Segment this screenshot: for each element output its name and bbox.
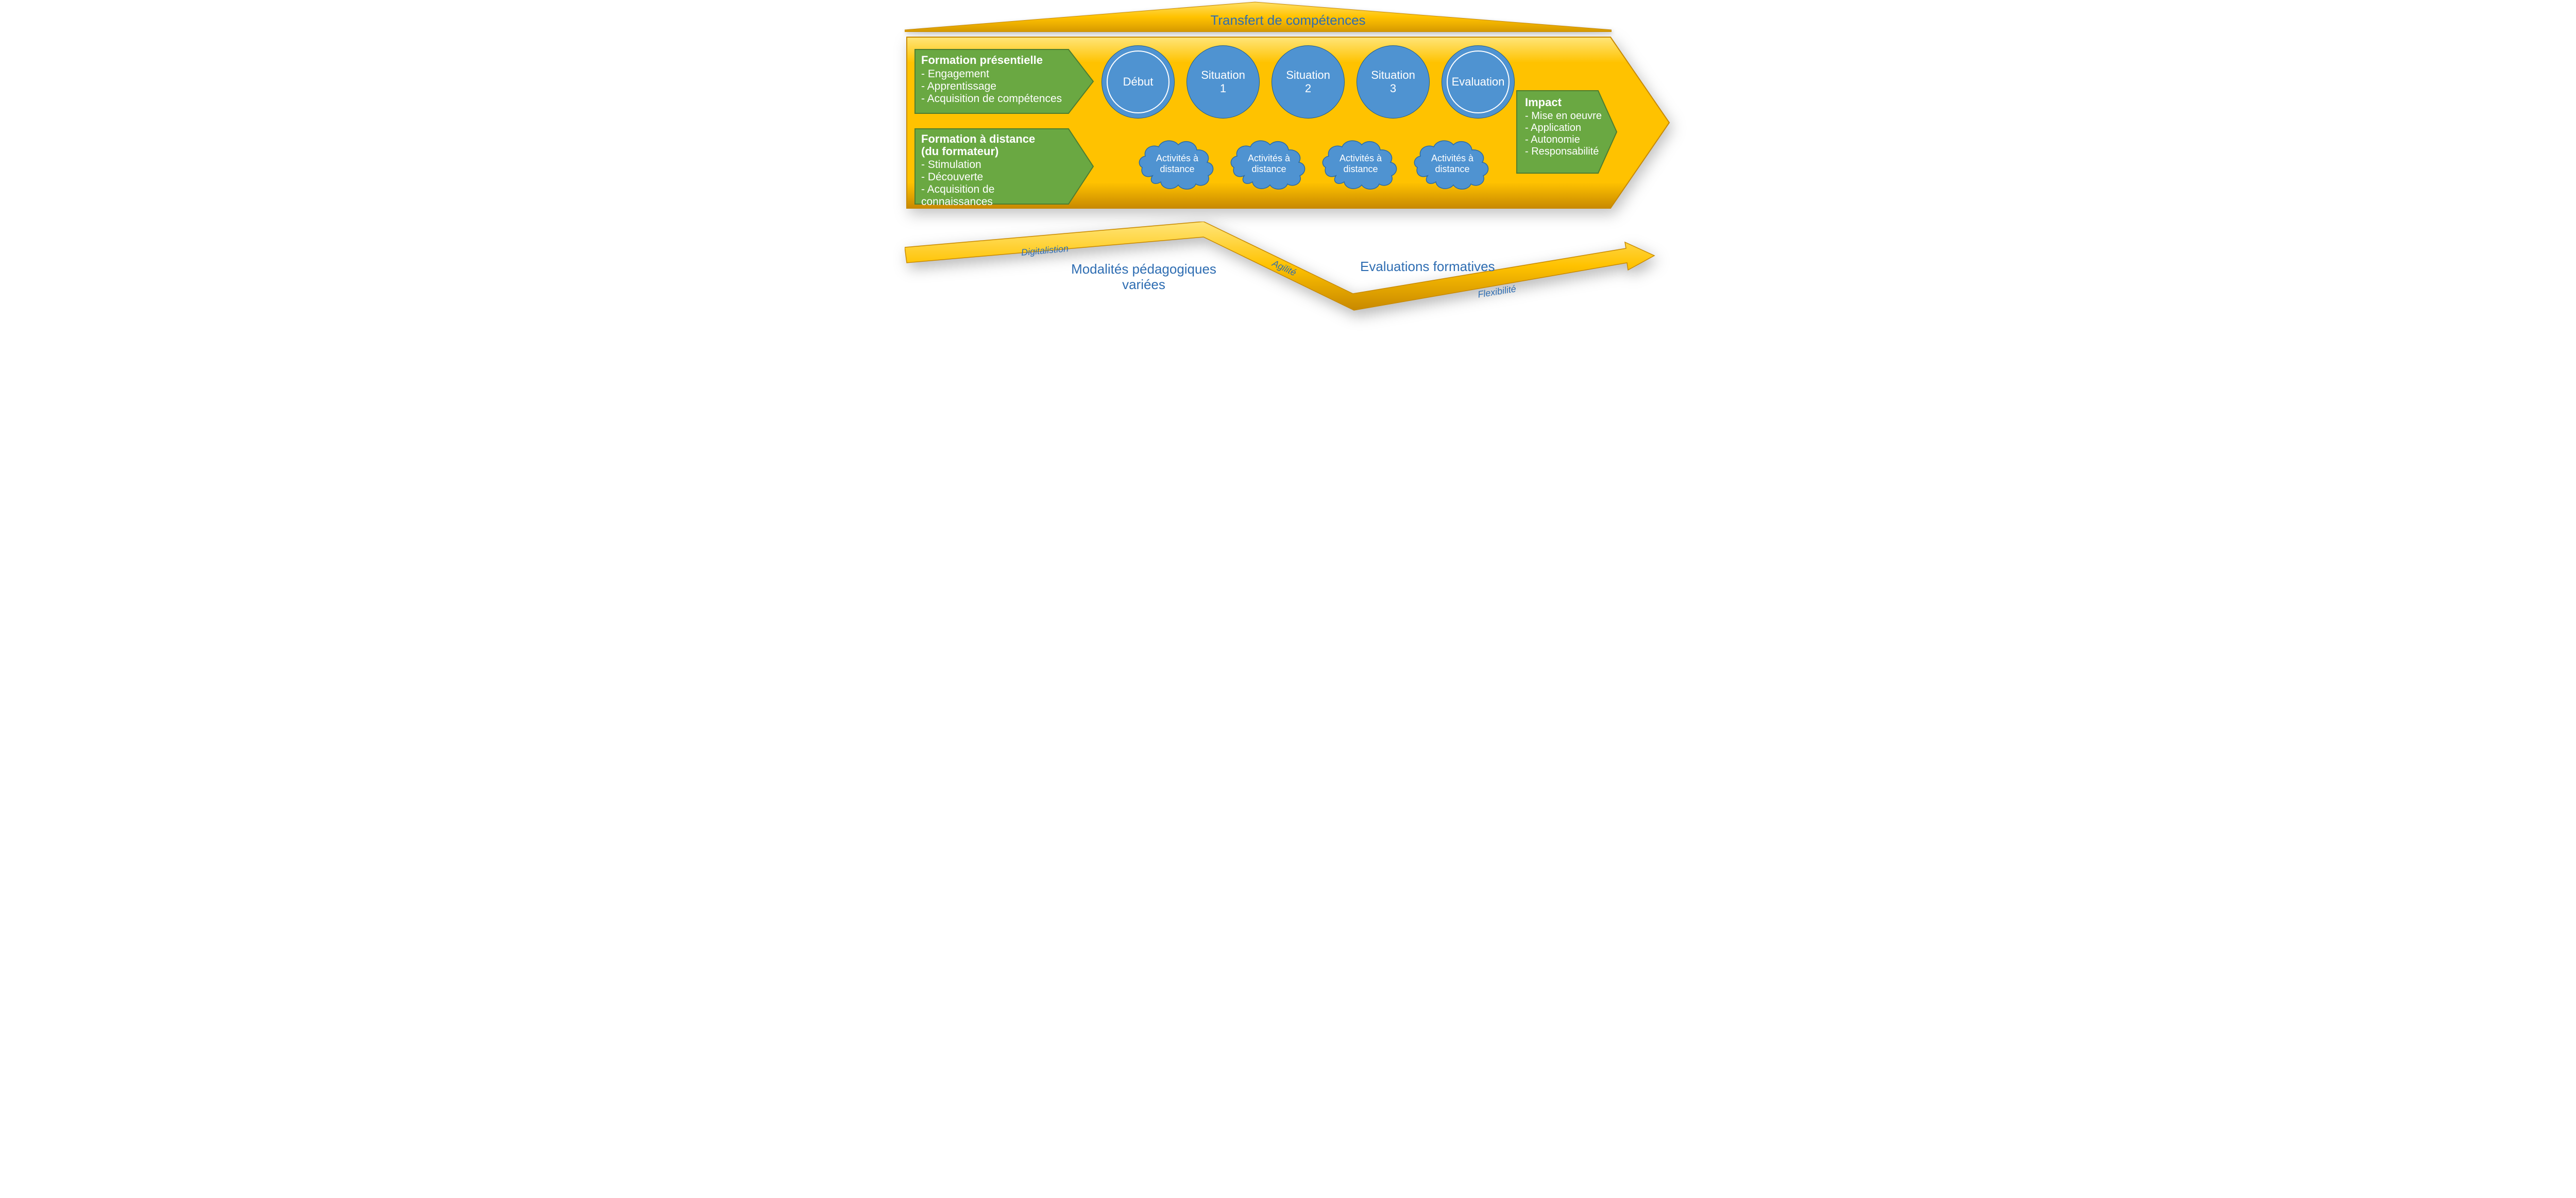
phase-circle-4: Evaluation — [1442, 45, 1515, 119]
box2-subtitle: (du formateur) — [921, 145, 998, 158]
cloud-label: Activités à distance — [1319, 153, 1402, 175]
phase-circle-3: Situation 3 — [1357, 45, 1430, 119]
box2-item: - Acquisition de connaissances — [921, 183, 1063, 208]
impact-item: - Responsabilité — [1525, 146, 1602, 158]
activity-cloud-0: Activités à distance — [1136, 136, 1218, 192]
box1-title: Formation présentielle — [921, 54, 1063, 67]
activity-cloud-3: Activités à distance — [1411, 136, 1494, 192]
box-formation-presentielle: Formation présentielle - Engagement - Ap… — [914, 48, 1094, 114]
impact-title: Impact — [1525, 96, 1602, 109]
phase-circle-1: Situation 1 — [1187, 45, 1260, 119]
bottom-label-modalites: Modalités pédagogiques variées — [1056, 262, 1231, 293]
diagram-stage: Transfert de compétences Formation prése… — [886, 0, 1690, 344]
bottom-zigzag-arrow — [905, 222, 1657, 325]
cloud-label: Activités à distance — [1136, 153, 1218, 175]
phase-circle-0: Début — [1101, 45, 1175, 119]
box2-item: - Stimulation — [921, 159, 1063, 171]
bottom-label-evaluations: Evaluations formatives — [1360, 259, 1495, 275]
top-title: Transfert de compétences — [886, 12, 1690, 28]
impact-item: - Mise en oeuvre — [1525, 110, 1602, 122]
cloud-label: Activités à distance — [1411, 153, 1494, 175]
box1-item: - Apprentissage — [921, 80, 1063, 93]
impact-item: - Autonomie — [1525, 134, 1602, 146]
impact-item: - Application — [1525, 122, 1602, 134]
cloud-label: Activités à distance — [1228, 153, 1310, 175]
box2-item: - Découverte — [921, 171, 1063, 183]
activity-cloud-2: Activités à distance — [1319, 136, 1402, 192]
box-impact: Impact - Mise en oeuvre - Application - … — [1516, 90, 1618, 174]
phase-circle-2: Situation 2 — [1272, 45, 1345, 119]
box1-item: - Acquisition de compétences — [921, 93, 1063, 105]
box-formation-distance: Formation à distance (du formateur) - St… — [914, 128, 1094, 205]
box1-item: - Engagement — [921, 68, 1063, 80]
activity-cloud-1: Activités à distance — [1228, 136, 1310, 192]
box2-title: Formation à distance — [921, 132, 1035, 145]
